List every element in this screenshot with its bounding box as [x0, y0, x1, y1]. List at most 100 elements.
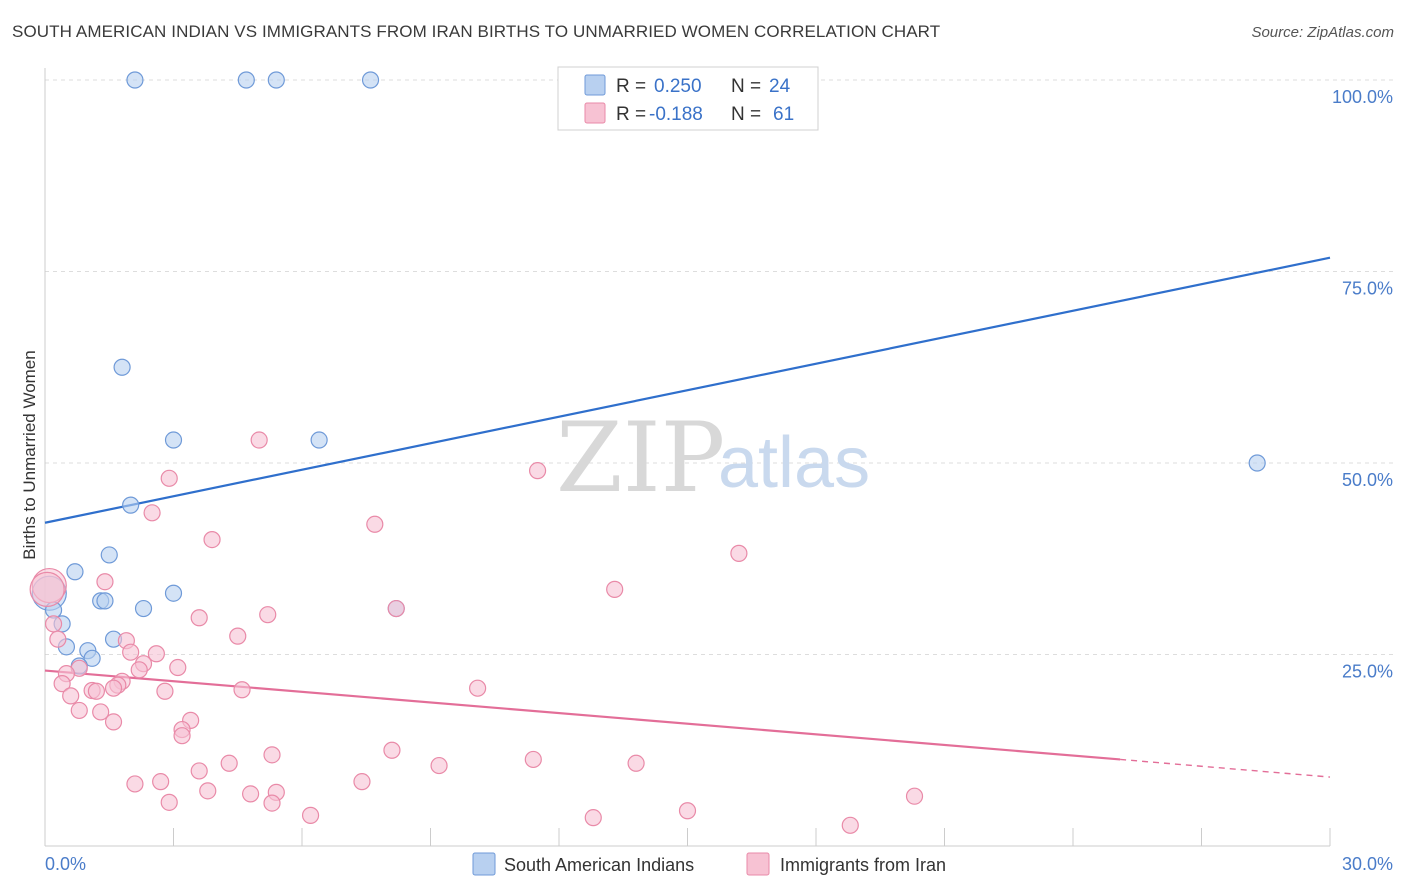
y-tick-labels: 25.0% 50.0% 75.0% 100.0%	[1332, 87, 1393, 682]
point-south-american-indian	[66, 563, 84, 581]
point-iran	[122, 643, 140, 661]
legend-r-value-1: 0.250	[654, 76, 702, 97]
point-iran	[169, 658, 187, 677]
point-iran	[584, 809, 602, 827]
source-label: Source: ZipAtlas.com	[1251, 24, 1394, 41]
point-iran	[528, 462, 547, 480]
legend-swatch-pink	[584, 102, 606, 124]
point-south-american-indian	[134, 599, 153, 618]
point-south-american-indian	[100, 546, 118, 564]
point-iran	[263, 794, 281, 812]
stats-legend: R = 0.250 N = 24 R = -0.188 N = 61	[557, 66, 819, 131]
point-iran	[104, 679, 123, 697]
point-iran	[678, 802, 697, 820]
point-iran	[387, 599, 405, 618]
legend-n-label-2: N =	[731, 104, 761, 125]
x-tick-labels: 0.0% 30.0%	[45, 854, 1393, 874]
point-iran	[70, 701, 88, 720]
point-iran	[229, 627, 247, 645]
point-iran	[147, 645, 165, 663]
series-legend-label-1: South American Indians	[504, 855, 694, 875]
point-iran	[92, 703, 110, 721]
point-iran	[44, 615, 63, 633]
point-iran	[220, 754, 238, 772]
watermark-zip: ZIP	[556, 402, 725, 514]
point-south-american-indian	[122, 496, 140, 514]
point-iran	[156, 682, 174, 700]
point-iran	[160, 793, 178, 811]
y-tick-label: 75.0%	[1342, 279, 1393, 299]
point-iran	[469, 679, 487, 697]
point-iran	[203, 530, 221, 549]
point-iran	[199, 782, 217, 800]
watermark-atlas: atlas	[718, 423, 870, 503]
point-south-american-indian	[83, 649, 101, 667]
trend-line-0	[44, 256, 1331, 524]
point-iran	[152, 773, 170, 791]
series-legend-label-2: Immigrants from Iran	[780, 855, 946, 875]
point-south-american-indian	[164, 431, 183, 449]
point-south-american-indian	[164, 584, 183, 602]
point-iran	[190, 609, 208, 627]
point-iran	[627, 754, 645, 772]
legend-n-value-1: 24	[769, 76, 791, 97]
point-iran	[430, 756, 448, 775]
point-iran	[730, 544, 748, 562]
point-iran	[53, 675, 71, 693]
grid-lines	[45, 79, 1395, 655]
point-iran	[49, 630, 67, 648]
legend-swatch-blue	[584, 74, 606, 96]
point-south-american-indian	[126, 71, 144, 89]
point-south-american-indian	[237, 71, 255, 89]
point-south-american-indian	[310, 431, 328, 449]
point-iran	[242, 785, 260, 803]
point-iran	[250, 431, 268, 449]
point-iran	[259, 606, 277, 624]
point-iran	[190, 762, 208, 780]
point-iran	[524, 750, 542, 769]
series-legend: South American Indians Immigrants from I…	[472, 852, 946, 876]
series-legend-swatch-pink	[746, 852, 770, 876]
axes	[44, 68, 1331, 847]
point-iran	[606, 580, 624, 598]
point-iran	[143, 504, 161, 522]
y-tick-label: 50.0%	[1342, 470, 1393, 490]
point-iran	[905, 787, 924, 805]
point-iran	[173, 727, 191, 745]
legend-r-value-2: -0.188	[649, 104, 703, 125]
point-iran	[96, 573, 114, 591]
point-iran	[233, 681, 251, 699]
point-iran	[126, 775, 144, 793]
point-iran	[841, 816, 859, 834]
point-iran	[104, 713, 123, 731]
point-iran	[301, 806, 320, 824]
trend-lines	[44, 256, 1331, 778]
point-south-american-indian	[113, 358, 131, 376]
x-tick-label: 0.0%	[45, 854, 86, 874]
point-iran	[383, 741, 401, 759]
point-south-american-indian	[1248, 454, 1266, 472]
x-tick-label: 30.0%	[1342, 854, 1393, 874]
data-points	[29, 71, 1266, 834]
trend-line-extension-1	[1120, 758, 1331, 778]
point-south-american-indian	[361, 71, 380, 89]
y-tick-label: 100.0%	[1332, 87, 1393, 107]
series-legend-swatch-blue	[472, 852, 496, 876]
point-iran	[353, 773, 371, 791]
point-iran	[160, 469, 178, 487]
point-iran	[29, 571, 65, 607]
chart-title: SOUTH AMERICAN INDIAN VS IMMIGRANTS FROM…	[12, 22, 941, 41]
legend-r-label-2: R =	[616, 104, 646, 125]
legend-n-value-2: 61	[773, 104, 794, 125]
legend-r-label-1: R =	[616, 76, 646, 97]
point-south-american-indian	[96, 592, 114, 610]
point-iran	[130, 661, 148, 679]
point-south-american-indian	[267, 71, 285, 89]
legend-n-label-1: N =	[731, 76, 761, 97]
point-iran	[62, 687, 80, 705]
y-tick-label: 25.0%	[1342, 662, 1393, 682]
point-iran	[263, 746, 281, 764]
point-iran	[87, 682, 106, 700]
y-axis-label: Births to Unmarried Women	[20, 350, 39, 559]
